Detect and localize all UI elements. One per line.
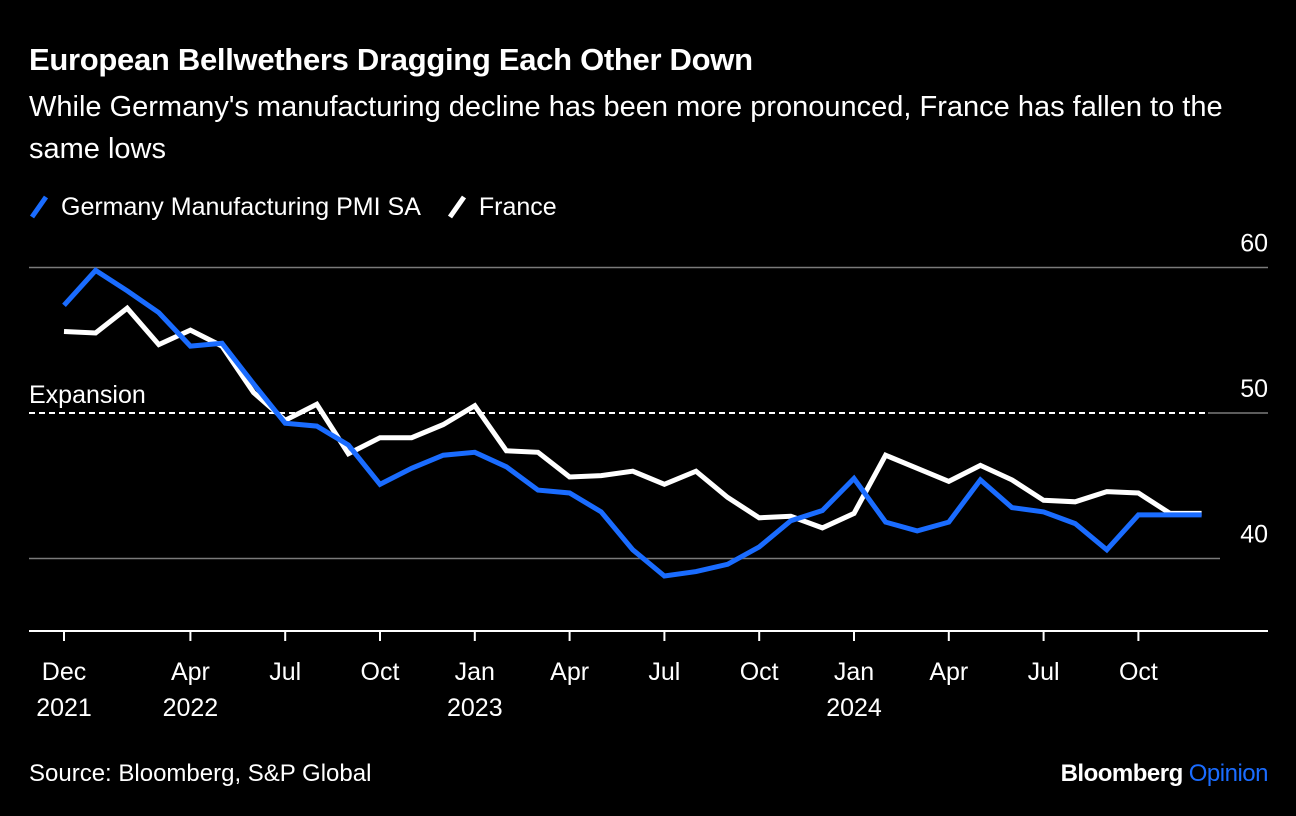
legend-item-germany: Germany Manufacturing PMI SA	[29, 193, 421, 222]
bloomberg-opinion-logo: Bloomberg Opinion	[1060, 760, 1269, 788]
x-tick-label-0: Dec	[42, 658, 86, 686]
x-tick-label-10: Jul	[1028, 658, 1060, 686]
x-tick-year-8: 2024	[826, 694, 882, 722]
reference-layer: Expansion	[29, 381, 1206, 414]
series-line-germany	[62, 267, 1202, 579]
expansion-label: Expansion	[29, 381, 146, 409]
legend-item-france: France	[447, 193, 557, 222]
axis-layer: 40 50 60 Dec 2021 Apr 2022 Jul Oct Jan 2023 Apr Jul O…	[29, 230, 1268, 722]
chart-subtitle: While Germany's manufacturing decline ha…	[29, 91, 1223, 165]
x-tick-label-4: Jan	[455, 658, 495, 686]
x-tick-label-3: Oct	[361, 658, 400, 686]
x-tick-label-6: Jul	[648, 658, 680, 686]
x-tick-label-8: Jan	[834, 658, 874, 686]
legend-swatch-germany-icon	[29, 195, 49, 219]
x-tick-label-7: Oct	[740, 658, 779, 686]
legend: Germany Manufacturing PMI SA France	[29, 190, 583, 224]
legend-swatch-france-icon	[447, 195, 466, 219]
x-tick-label-1: Apr	[171, 658, 210, 686]
y-tick-label-50: 50	[1240, 375, 1268, 403]
series-layer	[62, 267, 1202, 579]
x-tick-year-0: 2021	[36, 694, 92, 722]
brand-suffix: Opinion	[1188, 760, 1269, 787]
x-tick-label-9: Apr	[929, 658, 968, 686]
x-tick-year-4: 2023	[447, 694, 503, 722]
source-note: Source: Bloomberg, S&P Global	[29, 760, 372, 787]
legend-label-france: France	[478, 192, 557, 221]
chart-title: European Bellwethers Dragging Each Other…	[29, 42, 753, 77]
grid-layer	[29, 266, 1268, 560]
x-tick-year-1: 2022	[163, 694, 219, 722]
x-tick-label-2: Jul	[269, 658, 301, 686]
x-tick-label-11: Oct	[1119, 658, 1158, 686]
brand-name: Bloomberg	[1060, 760, 1184, 787]
legend-label-germany: Germany Manufacturing PMI SA	[61, 192, 421, 221]
y-tick-label-40: 40	[1240, 521, 1268, 549]
series-line-france	[63, 304, 1202, 531]
y-tick-label-60: 60	[1240, 230, 1268, 258]
x-tick-label-5: Apr	[550, 658, 589, 686]
